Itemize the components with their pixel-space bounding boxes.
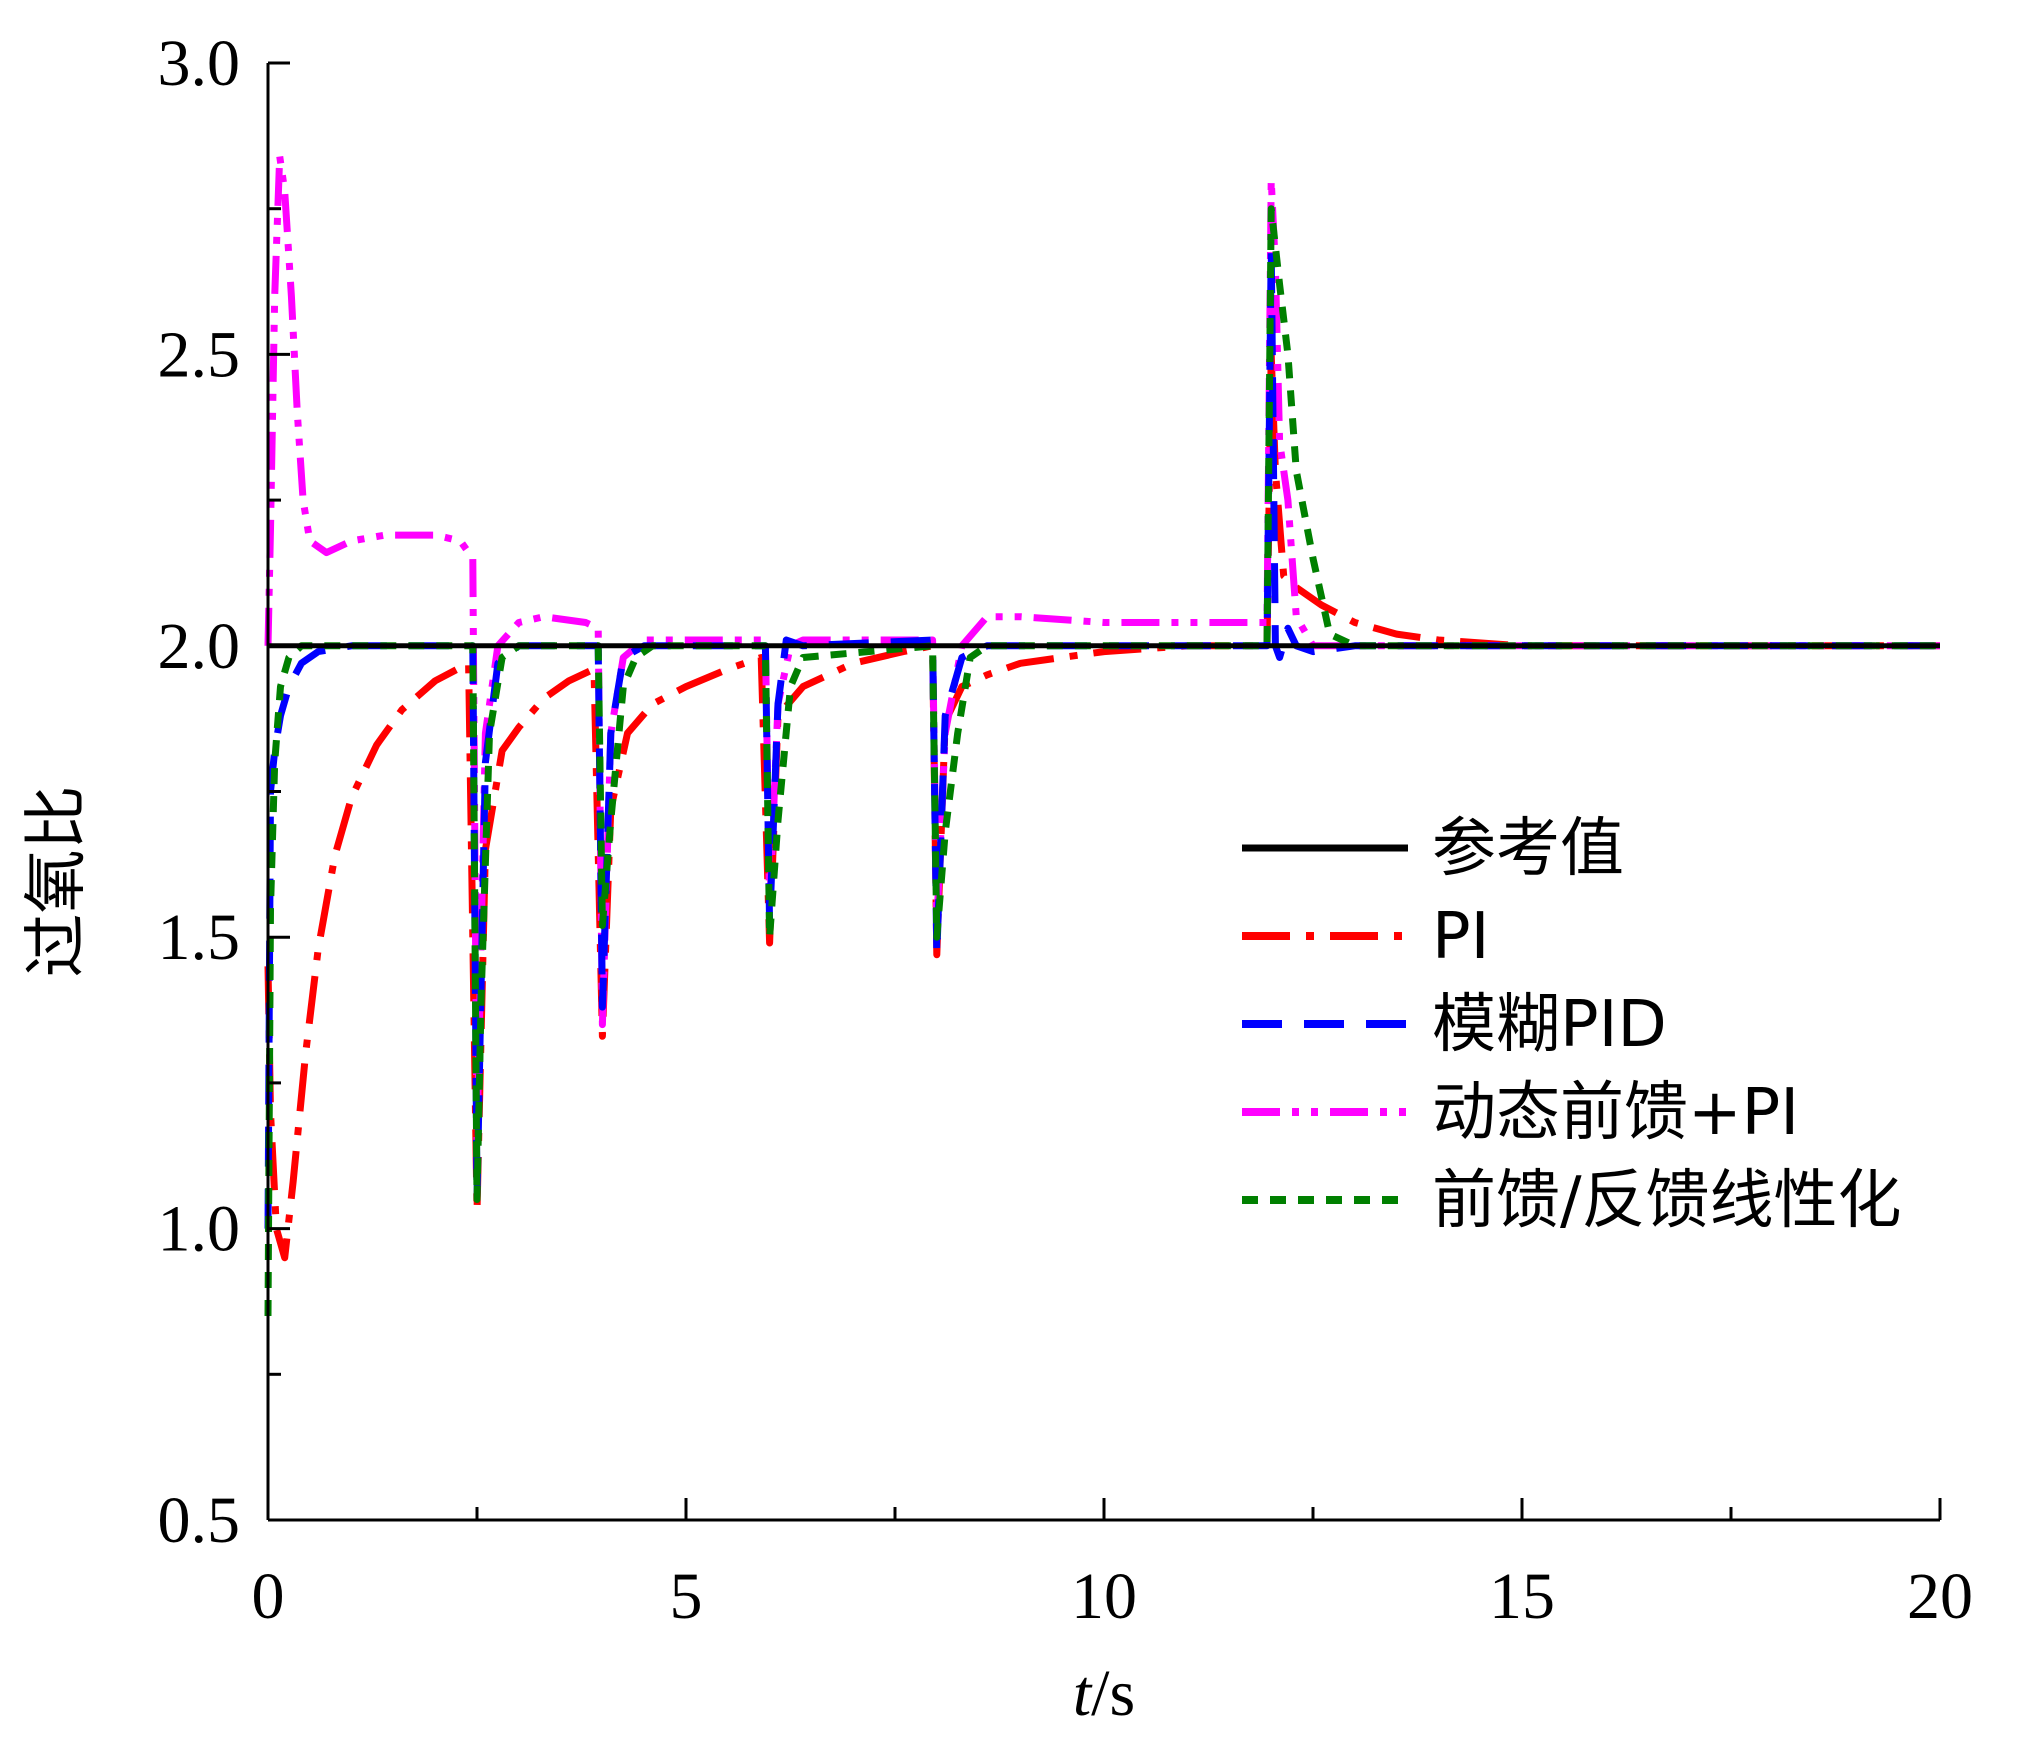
y-tick-label: 0.5 [158,1484,241,1557]
x-tick-label: 5 [670,1560,703,1633]
x-tick-label: 0 [252,1560,285,1633]
x-tick-label: 20 [1907,1560,1973,1633]
series-line-1 [264,350,1940,1262]
y-tick-label: 3.0 [158,27,241,100]
x-axis-title-unit: /s [1091,1657,1135,1730]
x-axis-title-variable: t [1073,1657,1093,1730]
y-tick-label: 2.5 [158,318,241,391]
x-axis-title: t/s [1073,1657,1135,1730]
legend-label-0: 参考值 [1432,812,1624,886]
legend-label-3: 动态前馈+PI [1432,1076,1799,1150]
y-tick-label: 2.0 [158,610,241,683]
x-tick-label: 10 [1071,1560,1137,1633]
legend: 参考值 PI 模糊PID 动态前馈+PI 前馈/反馈线性化 [1242,812,1902,1238]
y-tick-label: 1.5 [158,901,241,974]
series-line-3 [264,152,1940,1145]
legend-label-1: PI [1432,900,1489,974]
x-tick-label: 15 [1489,1560,1555,1633]
ticks-layer: 0 5 10 15 20 0.5 1.0 1.5 2.0 2.5 3.0 [158,27,1974,1633]
y-axis-title: 过氧比 [20,786,94,978]
y-tick-label: 1.0 [158,1193,241,1266]
legend-label-4: 前馈/反馈线性化 [1432,1164,1902,1238]
legend-label-2: 模糊PID [1432,988,1667,1062]
series-layer [264,152,1940,1317]
